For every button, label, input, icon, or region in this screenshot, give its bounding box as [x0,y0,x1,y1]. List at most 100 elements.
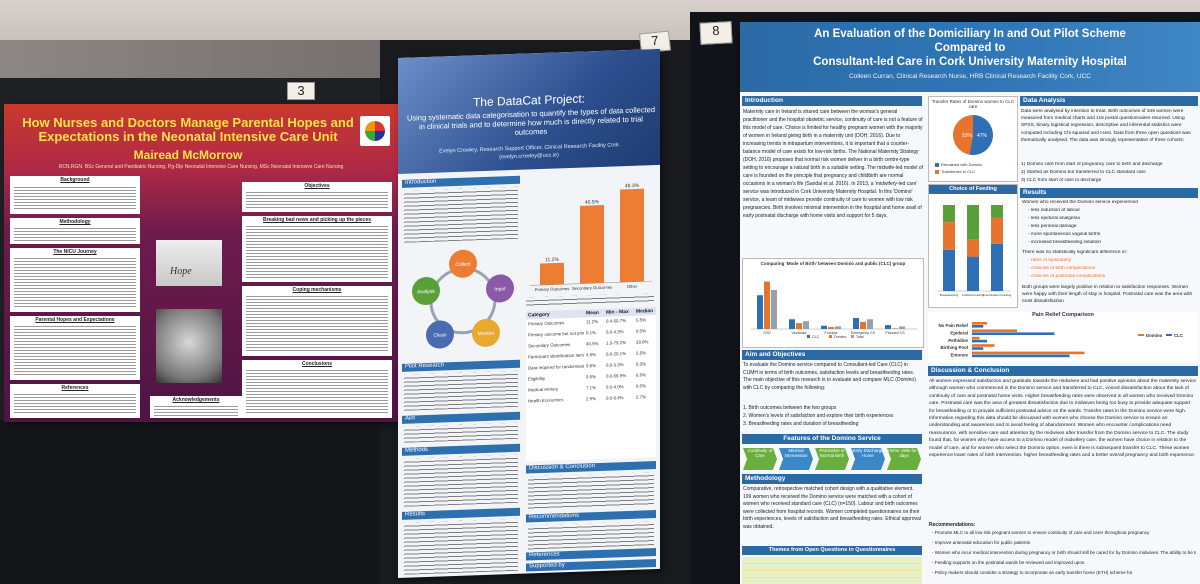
middle-bar [620,188,644,283]
birth-bar [828,327,834,329]
no-diff-intro: There was no statistically significant d… [1022,250,1127,255]
section-heading: Pilot Research [405,362,445,370]
middle-aim-bar: Aim [402,411,520,424]
table-cell: 0.0-56.9% [606,373,627,379]
table-cell: 0.6% [586,363,597,369]
birth-bar [821,325,827,329]
pie-legend-clc: Transferred to CLC [941,169,976,174]
recommendation-item: - Women who incur medical intervention d… [932,550,1196,555]
middle-bar-value: 40.5% [585,199,600,206]
table-cell: 5.5% [636,317,647,323]
cohort-1: 1) Domino care from start of pregnancy c… [1021,162,1163,167]
section-heading: Recommendations [529,512,580,521]
aim-heading: Aim and Objectives [745,351,806,358]
birth-bar [835,326,841,329]
right-header [740,22,1200,92]
birth-bar [860,321,866,329]
middle-supported-bar: Supported by [526,558,656,572]
middle-bar [540,262,564,286]
left-image-hope: Hope [156,240,222,286]
left-board-lower [0,420,400,584]
feeding-bar [967,205,979,240]
cycle-node-input [486,274,514,303]
table-cell: 0.0-4.3% [606,329,624,335]
no-diff-item: - chances of postnatal complications [1028,274,1106,279]
poster-left-title: How Nurses and Doctors Manage Parental H… [22,116,354,144]
left-panel-nicu: The NICU Journey [10,248,140,312]
section-heading: The NICU Journey [53,249,97,255]
pain-bar [972,329,1017,332]
discussion-heading-bar: Discussion & Conclusion [928,366,1198,376]
feeding-bar [991,217,1003,244]
cycle-node-monitor [472,318,500,347]
feeding-bar [943,222,955,250]
table-cell: Primary outcome but not primary analysis [528,330,584,338]
middle-bar-category: Primary Outcomes [535,286,570,292]
table-cell: 0.4-50.7% [606,318,627,324]
left-image-hands [156,309,222,383]
section-heading: Methodology [59,219,91,225]
image-caption: Hope [170,266,192,277]
cycle-label-collect: Collect [455,261,471,268]
analysis-heading: Data Analysis [1023,97,1066,104]
birth-legend-label: CLC [812,335,820,339]
aim-text: To evaluate the Domino service compared … [743,362,916,391]
left-panel-conclusions: Conclusions [242,360,392,418]
table-cell: Data required for randomisation [528,363,584,371]
section-heading: Aim [405,415,416,422]
section-heading: Objectives [304,183,330,189]
method-text: Comparative, retrospective matched cohor… [743,486,921,530]
middle-bar-category: Secondary Outcomes [572,285,612,291]
feature-chevron: Promotion of Normal Birth [815,448,849,470]
birth-bar [899,326,905,329]
pain-chart-title: Pain Relief Comparison [1032,312,1094,318]
left-panel-bad-news: Breaking bad news and picking up the pie… [242,216,392,282]
results-item: - more spontaneous vaginal births [1028,232,1101,237]
objective-2: 2. Women's levels of satisfaction and ex… [743,413,894,419]
table-header-median: Median [636,308,654,315]
section-heading: References [529,551,560,559]
section-heading: Discussion & Conclusion [529,463,596,472]
board-tag-right: 8 [699,21,733,45]
pain-bar [972,351,1085,355]
middle-aim-text [404,422,518,443]
pain-category: Pethidine [948,338,968,343]
pie-panel: Transfer Rates of Domino women to CLC ca… [928,96,1018,182]
birth-category: Ventouse [792,331,807,335]
recommendations-heading: Recommendations: [929,522,976,528]
table-cell: 0.0% [636,383,647,389]
recommendation-item: - Promote MLC to all low risk pregnant w… [932,530,1150,535]
section-heading: Background [60,177,90,183]
feeding-category: Breastfeeding [940,293,959,297]
birth-bar [757,295,763,329]
cycle-node-clean [426,320,454,349]
pain-chart-panel: Pain Relief Comparison No Pain Relief Epi… [928,312,1198,362]
feeding-bar [967,239,979,257]
table-cell: Secondary Outcomes [528,341,571,349]
middle-methods-text [404,454,518,507]
table-header-category: Category [528,311,550,319]
feature-chevron: Minimal Intervention [779,448,813,470]
themes-table [742,557,922,584]
pain-category: No Pain Relief [938,323,968,328]
table-cell: 0.0-6.4% [606,395,624,401]
themes-heading-bar: Themes from Open Questions in Questionna… [742,546,922,555]
section-heading: Methods [405,446,429,454]
pain-bar [972,332,1055,335]
cycle-node-analyse [412,277,440,306]
birth-category: Emergency CS [851,331,876,335]
objective-3: 3. Breastfeeding rates and duration of b… [743,421,859,427]
discussion-heading: Discussion & Conclusion [931,367,1010,374]
feeding-chart: Breastfeeding Artificial FeedingCombinati… [937,205,1012,297]
analysis-heading-bar: Data Analysis [1020,96,1198,106]
feeding-bar [967,256,979,291]
table-cell: 0.1% [586,330,597,336]
birth-bar [885,325,891,329]
feature-chevron: Continuity of Care [743,448,777,470]
left-panel-objectives: Objectives [242,182,392,212]
aim-heading-bar: Aim and Objectives [742,350,922,360]
intro-heading: Introduction [745,97,783,104]
feeding-title-bar: Choice of Feeding [929,185,1017,194]
middle-discussion-text [528,472,654,511]
